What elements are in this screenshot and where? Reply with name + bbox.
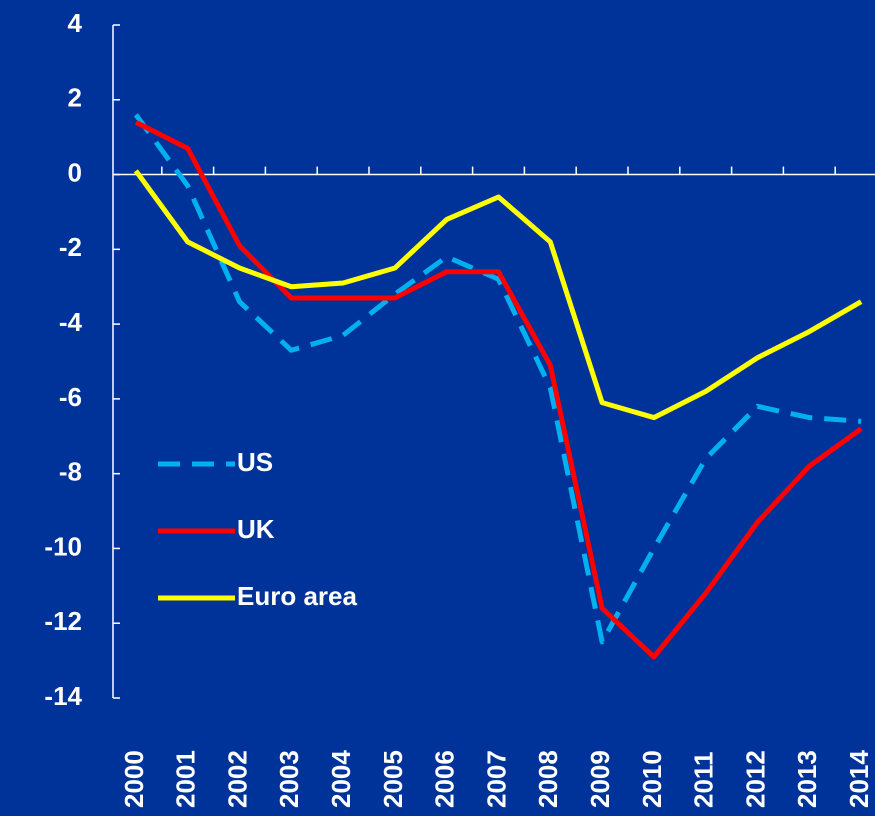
x-tick-label: 2000 — [119, 750, 149, 808]
legend-label: Euro area — [237, 581, 357, 611]
x-tick-label: 2001 — [171, 750, 201, 808]
y-tick-label: -8 — [59, 457, 82, 487]
y-tick-label: -4 — [59, 307, 83, 337]
x-tick-label: 2011 — [689, 752, 719, 808]
y-tick-label: 2 — [68, 83, 82, 113]
x-tick-label: 2004 — [326, 750, 356, 808]
x-tick-label: 2014 — [844, 750, 874, 808]
legend-label: US — [237, 447, 273, 477]
y-tick-label: -2 — [59, 232, 82, 262]
x-tick-label: 2008 — [533, 750, 563, 808]
y-tick-label: -10 — [44, 531, 82, 561]
x-tick-label: 2012 — [740, 750, 770, 808]
x-tick-label: 2007 — [481, 750, 511, 808]
y-tick-label: -6 — [59, 382, 82, 412]
data-line — [133, 169, 863, 421]
y-tick-label: 0 — [68, 157, 82, 187]
y-tick-label: -12 — [44, 606, 82, 636]
legend-label: UK — [237, 514, 275, 544]
x-tick-label: 2002 — [222, 750, 252, 808]
data-line — [133, 113, 862, 645]
data-line — [134, 119, 863, 660]
x-tick-label: 2013 — [792, 750, 822, 808]
x-tick-label: 2006 — [430, 750, 460, 808]
y-tick-label: 4 — [68, 8, 83, 38]
x-tick-label: 2003 — [274, 750, 304, 808]
y-tick-label: -14 — [44, 681, 82, 711]
x-tick-label: 2010 — [637, 750, 667, 808]
x-tick-label: 2005 — [378, 750, 408, 808]
x-tick-label: 2009 — [585, 750, 615, 808]
